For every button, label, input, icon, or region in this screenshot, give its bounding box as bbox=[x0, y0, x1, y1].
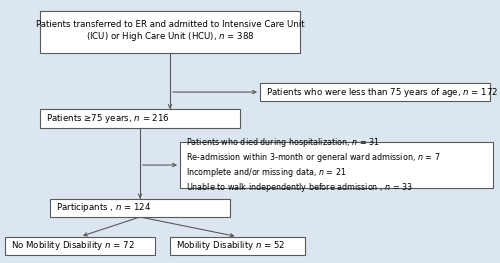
FancyBboxPatch shape bbox=[40, 109, 240, 128]
Text: Patients who were less than 75 years of age, $n$ = 172: Patients who were less than 75 years of … bbox=[266, 85, 498, 99]
FancyBboxPatch shape bbox=[180, 142, 492, 188]
FancyBboxPatch shape bbox=[170, 237, 305, 255]
FancyBboxPatch shape bbox=[40, 11, 300, 53]
Text: No Mobility Disability $n$ = 72: No Mobility Disability $n$ = 72 bbox=[11, 239, 135, 252]
FancyBboxPatch shape bbox=[5, 237, 155, 255]
Text: Patients ≥75 years, $n$ = 216: Patients ≥75 years, $n$ = 216 bbox=[46, 112, 170, 125]
Text: Mobility Disability $n$ = 52: Mobility Disability $n$ = 52 bbox=[176, 239, 286, 252]
FancyBboxPatch shape bbox=[260, 83, 490, 101]
Text: Patients transferred to ER and admitted to Intensive Care Unit
(ICU) or High Car: Patients transferred to ER and admitted … bbox=[36, 20, 304, 43]
FancyBboxPatch shape bbox=[50, 199, 230, 217]
Text: Patients who died during hospitalization, $n$ = 31
Re-admission within 3-month o: Patients who died during hospitalization… bbox=[186, 136, 440, 194]
Text: Participants , $n$ = 124: Participants , $n$ = 124 bbox=[56, 201, 152, 214]
